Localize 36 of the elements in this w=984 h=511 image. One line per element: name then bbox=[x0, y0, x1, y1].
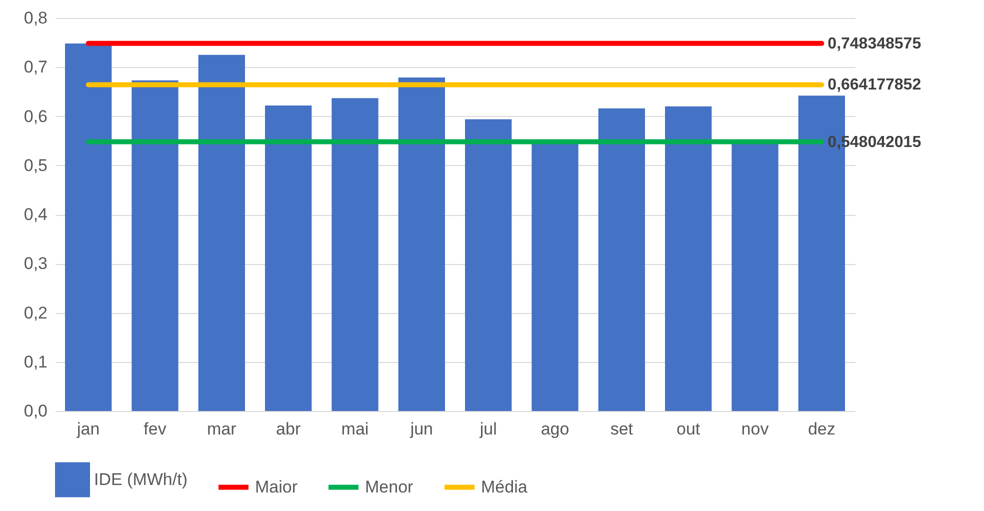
y-tick-label: 0,8 bbox=[24, 8, 48, 28]
x-tick-label: mar bbox=[207, 420, 237, 438]
y-tick-label: 0,7 bbox=[24, 58, 48, 77]
bar bbox=[198, 54, 245, 411]
legend-label: IDE (MWh/t) bbox=[94, 470, 188, 489]
bar bbox=[132, 80, 178, 411]
x-tick-label: out bbox=[676, 420, 700, 438]
x-tick-label: jul bbox=[478, 420, 497, 438]
bar bbox=[65, 44, 112, 411]
y-tick-label: 0,6 bbox=[24, 106, 48, 126]
y-tick-label: 0,2 bbox=[24, 303, 48, 322]
x-tick-label: jan bbox=[76, 420, 100, 438]
x-tick-label: mai bbox=[341, 420, 369, 438]
data-label: 0,664177852 bbox=[828, 76, 922, 94]
y-tick-label: 0,0 bbox=[24, 402, 48, 420]
y-tick-label: 0,3 bbox=[24, 254, 48, 274]
bar bbox=[332, 98, 378, 411]
legend-label: Maior bbox=[255, 477, 298, 496]
y-tick-label: 0,5 bbox=[24, 156, 48, 175]
data-label: 0,748348575 bbox=[828, 35, 922, 52]
x-tick-label: nov bbox=[741, 420, 770, 438]
y-tick-label: 0,1 bbox=[24, 352, 48, 372]
y-tick-label: 0,4 bbox=[24, 205, 48, 224]
bar bbox=[598, 108, 645, 411]
bar bbox=[665, 106, 712, 411]
x-tick-label: fev bbox=[144, 420, 167, 438]
x-tick-label: dez bbox=[808, 420, 836, 438]
x-tick-label: jun bbox=[409, 420, 434, 438]
x-tick-label: set bbox=[610, 420, 634, 438]
legend-label: Menor bbox=[365, 477, 414, 496]
bar bbox=[265, 105, 312, 411]
x-tick-label: abr bbox=[276, 420, 301, 438]
x-tick-label: ago bbox=[540, 420, 570, 438]
bar bbox=[465, 119, 512, 411]
bar bbox=[398, 77, 445, 411]
legend-label: Média bbox=[481, 477, 528, 496]
